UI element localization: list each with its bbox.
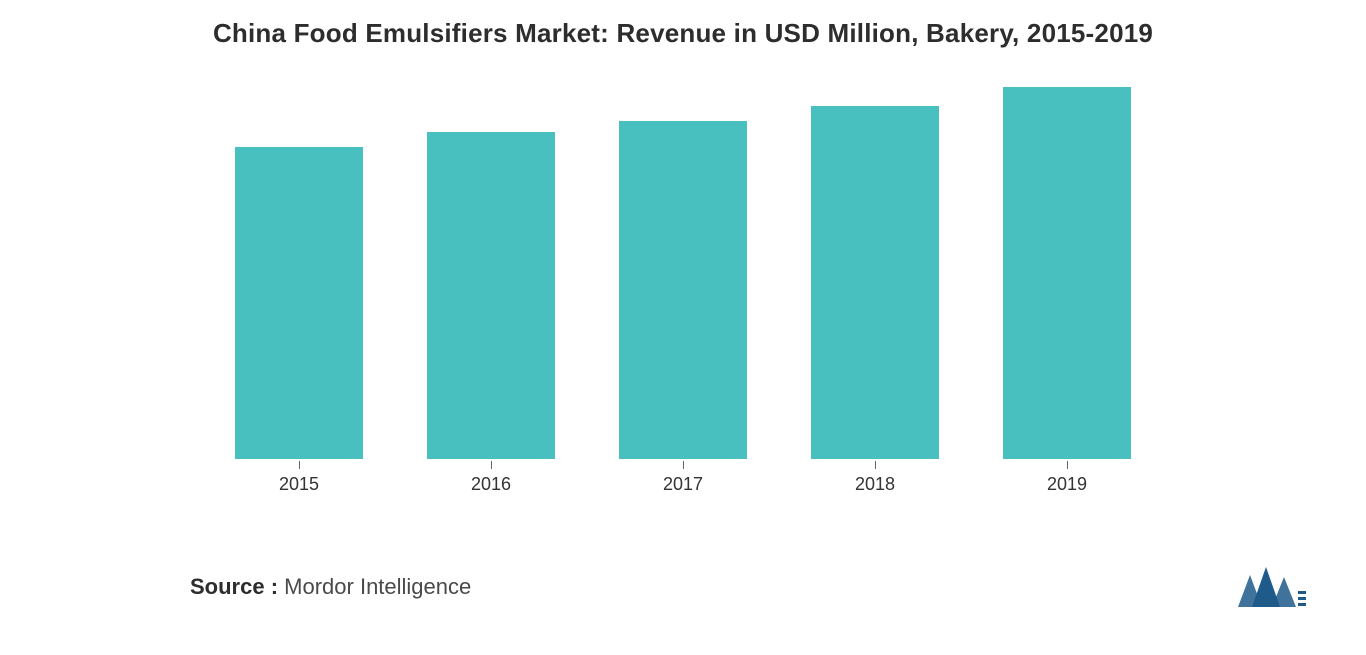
- x-tick: [875, 461, 876, 469]
- chart-area: 20152016201720182019: [183, 79, 1183, 499]
- chart-footer: Source : Mordor Intelligence: [190, 567, 1306, 607]
- x-label: 2017: [663, 474, 703, 495]
- chart-container: China Food Emulsifiers Market: Revenue i…: [0, 0, 1366, 655]
- chart-title: China Food Emulsifiers Market: Revenue i…: [40, 18, 1326, 49]
- x-label: 2015: [279, 474, 319, 495]
- source-value: Mordor Intelligence: [284, 574, 471, 599]
- bar: [811, 106, 939, 459]
- bars-group: 20152016201720182019: [203, 79, 1163, 459]
- bar-slot: 2018: [779, 79, 971, 459]
- source-attribution: Source : Mordor Intelligence: [190, 574, 471, 600]
- source-label: Source :: [190, 574, 278, 599]
- bar-slot: 2016: [395, 79, 587, 459]
- bar-slot: 2015: [203, 79, 395, 459]
- x-tick: [299, 461, 300, 469]
- bar-slot: 2019: [971, 79, 1163, 459]
- x-label: 2018: [855, 474, 895, 495]
- bar-slot: 2017: [587, 79, 779, 459]
- bar: [1003, 87, 1131, 459]
- x-tick: [1067, 461, 1068, 469]
- x-label: 2019: [1047, 474, 1087, 495]
- mordor-logo-icon: [1238, 567, 1306, 607]
- x-tick: [683, 461, 684, 469]
- bar: [427, 132, 555, 459]
- x-label: 2016: [471, 474, 511, 495]
- x-tick: [491, 461, 492, 469]
- bar: [619, 121, 747, 459]
- bar: [235, 147, 363, 459]
- plot-region: 20152016201720182019: [203, 79, 1163, 459]
